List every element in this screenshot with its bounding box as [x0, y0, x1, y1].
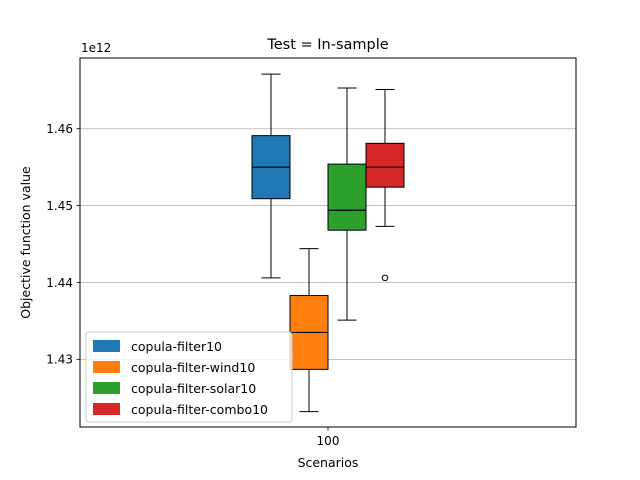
- legend-label: copula-filter-wind10: [131, 360, 255, 375]
- y-tick-label: 1.46: [46, 122, 73, 136]
- legend-label: copula-filter-combo10: [131, 402, 268, 417]
- iqr-box: [327, 163, 367, 231]
- x-axis-label: Scenarios: [298, 455, 359, 470]
- axes: 1.43 1.44 1.45 1.46 100: [46, 122, 339, 448]
- box-copula-filter-combo10: [365, 89, 405, 282]
- legend-label: copula-filter-solar10: [131, 381, 256, 396]
- y-tick-label: 1.43: [46, 353, 73, 367]
- y-tick-label: 1.44: [46, 276, 73, 290]
- legend-label: copula-filter10: [131, 339, 222, 354]
- legend-swatch: [93, 403, 120, 415]
- y-axis-label: Objective function value: [18, 166, 33, 319]
- y-axis-offset-label: 1e12: [81, 41, 111, 55]
- iqr-box: [365, 142, 405, 188]
- box-plots: [251, 73, 405, 413]
- legend-swatch: [93, 361, 120, 373]
- legend-swatch: [93, 382, 120, 394]
- legend: copula-filter10 copula-filter-wind10 copul…: [85, 331, 293, 423]
- box-copula-filter10: [251, 73, 291, 279]
- y-tick-label: 1.45: [46, 199, 73, 213]
- legend-frame: [85, 331, 293, 423]
- box-copula-filter-solar10: [327, 87, 367, 321]
- x-tick-label: 100: [317, 434, 340, 448]
- box-copula-filter-wind10: [289, 248, 329, 413]
- chart-title: Test = In-sample: [266, 37, 388, 53]
- outlier-point: [381, 274, 389, 282]
- legend-swatch: [93, 340, 120, 352]
